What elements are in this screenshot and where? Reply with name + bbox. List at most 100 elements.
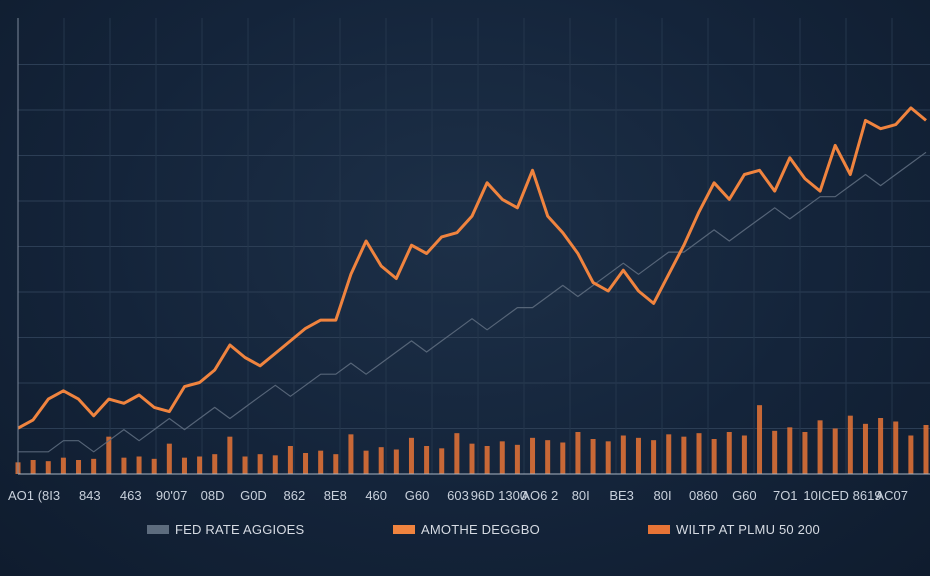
volume-bar — [136, 456, 142, 474]
volume-bar — [166, 443, 172, 474]
volume-bar — [862, 423, 868, 474]
x-tick-label: 90'07 — [156, 488, 187, 503]
volume-bar — [151, 458, 157, 474]
volume-bar — [454, 433, 460, 474]
volume-bar — [242, 456, 248, 474]
volume-bar — [499, 441, 505, 474]
volume-bar — [272, 455, 278, 474]
legend-label-2: AMOTHE DEGGBO — [421, 522, 540, 537]
volume-bar — [45, 461, 51, 474]
x-tick-label: 862 — [284, 488, 306, 503]
volume-bar — [121, 457, 127, 474]
series-lines — [17, 106, 927, 453]
legend-item-2: AMOTHE DEGGBO — [393, 522, 540, 537]
legend-swatch-1 — [147, 525, 169, 534]
x-tick-label: 80I — [654, 488, 672, 503]
volume-bar — [575, 432, 581, 474]
legend: FED RATE AGGIOES AMOTHE DEGGBO WILTP AT … — [0, 522, 930, 544]
volume-bar — [545, 440, 551, 474]
x-tick-label: 0860 — [689, 488, 718, 503]
volume-bar — [923, 425, 929, 474]
x-tick-label: G60 — [405, 488, 430, 503]
volume-bar — [106, 436, 112, 474]
volume-bar — [424, 446, 430, 474]
volume-bar — [802, 432, 808, 474]
legend-label-1: FED RATE AGGIOES — [175, 522, 305, 537]
volume-bar — [787, 427, 793, 474]
volume-bar — [333, 454, 339, 474]
volume-bar — [181, 457, 187, 474]
volume-bar — [530, 437, 536, 474]
x-tick-label: 96D 1300 — [471, 488, 527, 503]
volume-bar — [393, 449, 399, 474]
legend-label-3: WILTP AT PLMU 50 200 — [676, 522, 820, 537]
x-tick-label: AC07 — [875, 488, 908, 503]
volume-bar — [620, 435, 626, 474]
volume-bar — [212, 454, 218, 474]
volume-bar — [348, 434, 354, 474]
grid — [17, 18, 930, 475]
chart-area: AO1 (8I3 843 463 90'07 08D G0D 862 8E8 460 G60 603 9… — [8, 18, 930, 503]
volume-bar — [590, 439, 596, 474]
volume-bars — [15, 405, 929, 474]
x-axis-tick-labels: AO1 (8I3 843 463 90'07 08D G0D 862 8E8 460 G60 603 9… — [8, 488, 908, 503]
volume-bar — [847, 415, 853, 474]
x-tick-label: (8I3 — [38, 488, 60, 503]
volume-bar — [303, 453, 309, 474]
series-line-2 — [17, 106, 927, 430]
x-tick-label: G60 — [732, 488, 757, 503]
volume-bar — [893, 421, 899, 474]
volume-bar — [560, 442, 566, 474]
volume-bar — [666, 434, 672, 474]
volume-bar — [469, 443, 475, 474]
volume-bar — [605, 441, 611, 474]
x-tick-label: 8E8 — [324, 488, 347, 503]
volume-bar — [817, 420, 823, 474]
volume-bar — [635, 437, 641, 474]
legend-swatch-2 — [393, 525, 415, 534]
x-tick-label: AO6 2 — [521, 488, 558, 503]
x-tick-label: AO1 — [8, 488, 34, 503]
x-tick-label: 08D — [201, 488, 225, 503]
volume-bar — [772, 430, 778, 474]
volume-bar — [832, 428, 838, 474]
volume-bar — [287, 446, 293, 474]
volume-bar — [726, 432, 732, 474]
volume-bar — [227, 436, 233, 474]
volume-bar — [878, 418, 884, 474]
volume-bar — [908, 435, 914, 474]
volume-bar — [30, 460, 36, 474]
legend-item-3: WILTP AT PLMU 50 200 — [648, 522, 820, 537]
volume-bar — [60, 457, 66, 474]
volume-bar — [757, 405, 763, 474]
series-line-1 — [18, 151, 927, 453]
legend-swatch-3 — [648, 525, 670, 534]
volume-bar — [197, 456, 203, 474]
volume-bar — [484, 446, 490, 474]
volume-bar — [439, 448, 445, 474]
volume-bar — [514, 444, 520, 474]
x-tick-label: 603 — [447, 488, 469, 503]
volume-bar — [318, 450, 324, 474]
volume-bar — [91, 458, 97, 474]
x-tick-label: 843 — [79, 488, 101, 503]
volume-bar — [711, 439, 717, 474]
x-tick-label: 10ICED — [803, 488, 849, 503]
volume-bar — [681, 436, 687, 474]
x-tick-label: BE3 — [609, 488, 634, 503]
x-tick-label: G0D — [240, 488, 267, 503]
x-tick-label: 7O1 — [773, 488, 798, 503]
volume-bar — [257, 454, 263, 474]
legend-item-1: FED RATE AGGIOES — [147, 522, 304, 537]
volume-bar — [651, 440, 657, 474]
x-tick-label: 80I — [572, 488, 590, 503]
x-tick-label: 8619 — [853, 488, 882, 503]
volume-bar — [363, 450, 369, 474]
volume-bar — [696, 433, 702, 474]
x-tick-label: 460 — [365, 488, 387, 503]
volume-bar — [741, 435, 747, 474]
x-tick-label: 463 — [120, 488, 142, 503]
volume-bar — [408, 437, 414, 474]
volume-bar — [76, 460, 82, 474]
volume-bar — [378, 447, 384, 474]
